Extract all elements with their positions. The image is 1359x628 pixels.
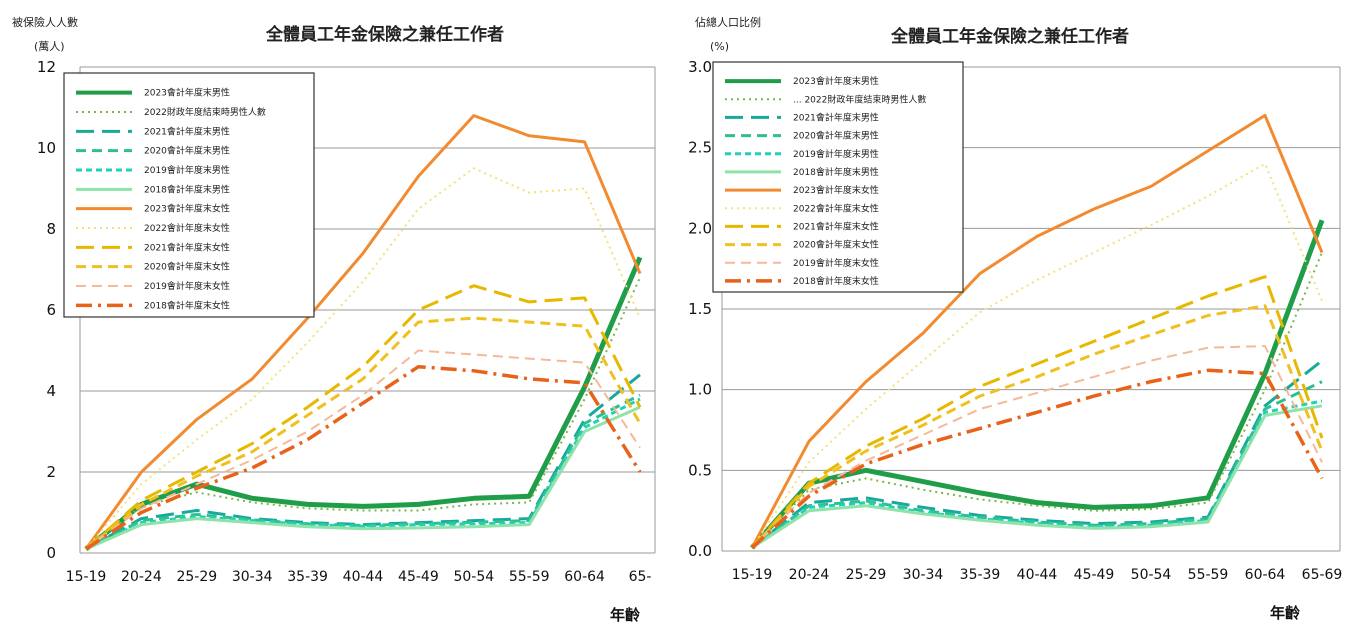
series-line-9 xyxy=(85,284,642,551)
series-line-10 xyxy=(750,304,1324,549)
y-tick-label: 0 xyxy=(46,544,56,562)
legend-label: 2021會計年度末男性 xyxy=(793,111,879,123)
x-tick-label: 45-49 xyxy=(1074,567,1115,583)
series-line-12 xyxy=(750,368,1324,550)
legend-label: 2022會計年度末女性 xyxy=(793,202,879,214)
x-tick-label: 30-34 xyxy=(903,567,944,583)
series-line-6 xyxy=(751,404,1323,550)
x-tick-label: 55-59 xyxy=(1188,567,1229,583)
x-tick-label: 60-64 xyxy=(564,569,605,585)
legend-label: 2018會計年度末女性 xyxy=(793,275,879,287)
x-tick-label: 65-69 xyxy=(1302,567,1343,583)
legend-label: 2020會計年度末男性 xyxy=(793,130,879,142)
y-tick-label: 10 xyxy=(37,139,56,157)
x-tick-label: 35-39 xyxy=(960,567,1001,583)
x-tick-label: 40-44 xyxy=(343,569,384,585)
series-line-4 xyxy=(85,393,641,551)
series-line-2 xyxy=(85,277,641,550)
x-tick-label: 20-24 xyxy=(121,569,162,585)
y-tick-label: 2.5 xyxy=(688,139,712,157)
legend-label: 2018會計年度末男性 xyxy=(793,166,879,178)
legend: 2023會計年度末男性 ... 2022財政年度結束時男性人數 2021會計年度末男… xyxy=(712,61,964,293)
y-axis-label: 佔總人口比例 xyxy=(695,15,761,29)
chart-title: 全體員工年金保險之兼任工作者 xyxy=(890,26,1129,47)
series-line-11 xyxy=(751,345,1323,549)
series-line-5 xyxy=(85,397,641,551)
series-line-1 xyxy=(750,219,1325,550)
y-axis-unit: (萬人) xyxy=(34,40,65,53)
legend-label: 2023會計年度末女性 xyxy=(144,203,230,215)
x-tick-label: 65- xyxy=(629,569,652,585)
legend-label: 2023會計年度末女性 xyxy=(793,184,879,196)
y-tick-label: 0.5 xyxy=(688,461,712,479)
legend-label: 2023會計年度末男性 xyxy=(793,75,879,87)
y-tick-label: 0.0 xyxy=(688,542,712,560)
y-tick-label: 12 xyxy=(37,58,56,76)
x-tick-label: 15-19 xyxy=(732,567,773,583)
x-tick-label: 45-49 xyxy=(398,569,439,585)
x-tick-label: 60-64 xyxy=(1245,567,1286,583)
x-tick-label: 25-29 xyxy=(846,567,887,583)
x-tick-label: 40-44 xyxy=(1017,567,1058,583)
legend-box xyxy=(63,72,315,318)
y-tick-label: 8 xyxy=(46,220,56,238)
series-line-8 xyxy=(85,167,641,550)
legend-label: 2018會計年度末女性 xyxy=(144,299,230,311)
legend-label: 2019會計年度末女性 xyxy=(793,257,879,269)
legend: 2023會計年度末男性 2022財政年度結束時男性人數 2021會計年度末男性 202… xyxy=(63,72,315,318)
series-line-11 xyxy=(85,349,641,550)
y-tick-label: 1.0 xyxy=(688,381,712,399)
x-tick-label: 35-39 xyxy=(287,569,328,585)
legend-label: 2019會計年度末女性 xyxy=(144,280,230,292)
chart-title: 全體員工年金保險之兼任工作者 xyxy=(265,24,504,45)
series-line-12 xyxy=(85,364,642,551)
y-tick-label: 2 xyxy=(46,463,56,481)
y-tick-label: 4 xyxy=(46,382,56,400)
series-line-9 xyxy=(750,275,1324,549)
x-axis-label: 年齡 xyxy=(1270,604,1300,622)
y-axis-unit: (%) xyxy=(710,40,729,53)
x-tick-label: 30-34 xyxy=(232,569,273,585)
legend-label: 2019會計年度末男性 xyxy=(793,148,879,160)
y-tick-label: 2.0 xyxy=(688,219,712,237)
series-line-3 xyxy=(751,359,1323,549)
legend-label: ... 2022財政年度結束時男性人數 xyxy=(793,93,926,105)
series-line-6 xyxy=(85,405,641,551)
legend-label: 2020會計年度末女性 xyxy=(144,261,230,273)
x-tick-label: 20-24 xyxy=(789,567,830,583)
legend-label: 2022財政年度結束時男性人數 xyxy=(144,106,266,118)
legend-label: 2019會計年度末男性 xyxy=(144,164,230,176)
series-line-3 xyxy=(85,373,641,551)
legend-label: 2022會計年度末女性 xyxy=(144,222,230,234)
legend-label: 2020會計年度末男性 xyxy=(144,145,230,157)
legend-label: 2021會計年度末男性 xyxy=(144,125,230,137)
y-axis-label: 被保險人人數 xyxy=(12,15,78,29)
chart-2: 0.0 0.5 1.0 1.5 2.0 2.5 3.0 15-19 20-24 25-29 30-3… xyxy=(688,15,1342,622)
legend-label: 2021會計年度末女性 xyxy=(793,220,879,232)
series-line-1 xyxy=(84,256,643,551)
series-line-2 xyxy=(751,252,1323,549)
y-tick-label: 6 xyxy=(46,301,56,319)
y-tick-label: 3.0 xyxy=(688,58,712,76)
x-tick-label: 15-19 xyxy=(66,569,107,585)
legend-label: 2018會計年度末男性 xyxy=(144,183,230,195)
series-line-7 xyxy=(84,114,642,550)
x-tick-label: 50-54 xyxy=(1131,567,1172,583)
legend-label: 2020會計年度末女性 xyxy=(793,239,879,251)
legend-label: 2023會計年度末男性 xyxy=(144,87,230,99)
x-tick-label: 55-59 xyxy=(509,569,550,585)
x-tick-label: 50-54 xyxy=(453,569,494,585)
legend-box xyxy=(712,61,964,293)
series-line-10 xyxy=(85,316,642,551)
chart-1: 0 2 4 6 8 10 12 15-19 20-24 25-29 30-34 35-39 40-44 4… xyxy=(12,15,656,624)
x-tick-label: 25-29 xyxy=(176,569,217,585)
legend-label: 2021會計年度末女性 xyxy=(144,241,230,253)
series-line-7 xyxy=(750,113,1324,549)
x-axis-label: 年齡 xyxy=(610,606,640,624)
y-tick-label: 1.5 xyxy=(688,300,712,318)
